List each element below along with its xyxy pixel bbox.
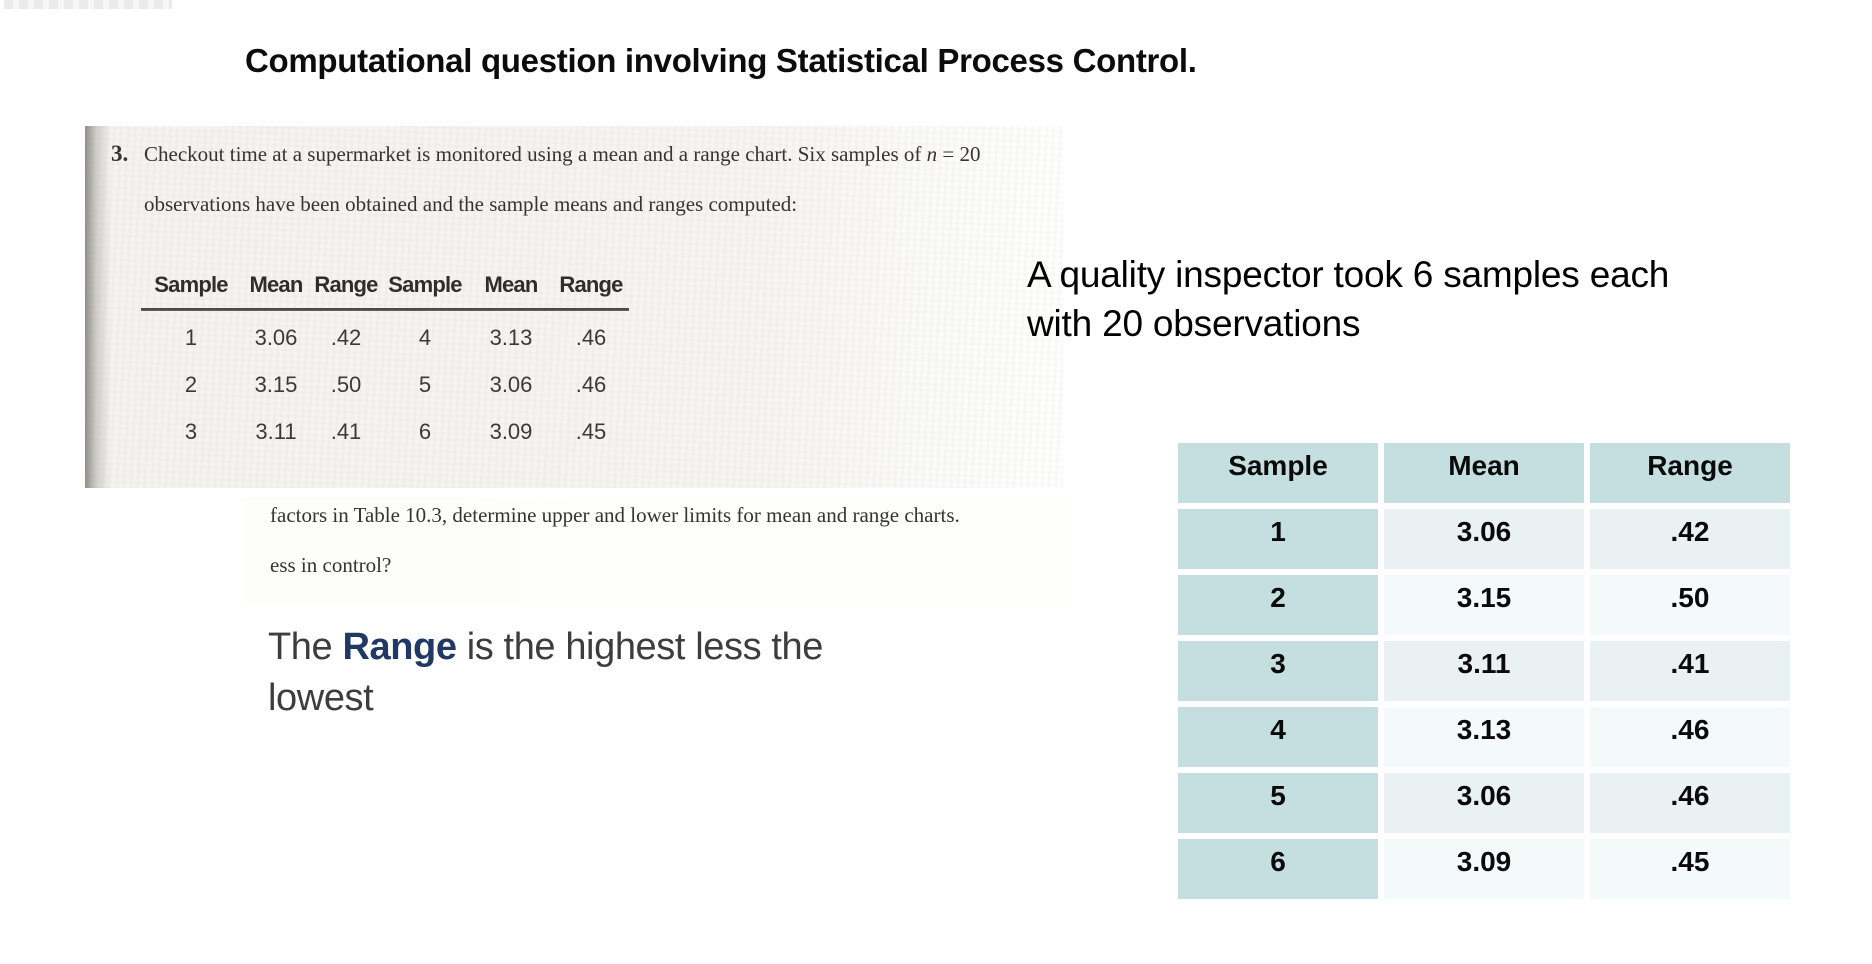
question-number: 3. (111, 141, 129, 166)
continuation-line2: ess in control? (270, 553, 392, 577)
samples-table-cell: .46 (1590, 707, 1790, 767)
samples-table-cell: 3.09 (1384, 839, 1584, 899)
scanned-samples-table: Sample Mean Range Sample Mean Range 1 3.… (141, 272, 629, 466)
question-line1-text: Checkout time at a supermarket is monito… (144, 142, 927, 166)
question-line1: Checkout time at a supermarket is monito… (144, 142, 980, 167)
inspector-note-line2: with 20 observations (1027, 303, 1361, 344)
samples-table-cell: 3.11 (1384, 641, 1584, 701)
scan-cell: 3 (184, 419, 198, 444)
scan-cell: .45 (575, 419, 607, 444)
scan-cell: 5 (418, 372, 432, 397)
samples-table-cell: .46 (1590, 773, 1790, 833)
range-note-text: is the highest less the (456, 626, 824, 668)
scan-cell: .50 (330, 372, 362, 397)
samples-table-cell: 3.15 (1384, 575, 1584, 635)
slide-title: Computational question involving Statist… (245, 42, 1197, 79)
samples-table-cell: 1 (1178, 509, 1378, 569)
samples-table-cell: 3.06 (1384, 509, 1584, 569)
textbook-scan-continued: factors in Table 10.3, determine upper a… (242, 497, 1070, 605)
samples-table-header: Sample (1178, 443, 1378, 503)
scan-cell: 3.06 (489, 372, 533, 397)
scan-col-header: Range (314, 272, 378, 297)
range-note-line2: lowest (268, 677, 374, 719)
scan-cell: .41 (330, 419, 362, 444)
samples-table-cell: .41 (1590, 641, 1790, 701)
scan-cell: 1 (184, 325, 198, 350)
question-line2: observations have been obtained and the … (144, 192, 798, 216)
scan-cell: 2 (184, 372, 198, 397)
samples-table-header: Range (1590, 443, 1790, 503)
scan-col-header: Sample (154, 272, 228, 297)
samples-table-cell: 4 (1178, 707, 1378, 767)
question-line1-value: = 20 (937, 142, 981, 166)
samples-table-cell: 3 (1178, 641, 1378, 701)
scan-edge-shadow (85, 126, 111, 488)
samples-table-cell: 5 (1178, 773, 1378, 833)
range-note-line1: The Range is the highest less the (268, 622, 823, 673)
samples-table-cell: 6 (1178, 839, 1378, 899)
range-note-text: The (268, 626, 343, 668)
scan-cell: 3.06 (254, 325, 298, 350)
scan-col-header: Mean (249, 272, 303, 297)
textbook-scan: 3. Checkout time at a supermarket is mon… (85, 126, 1063, 488)
inspector-note: A quality inspector took 6 samples each … (1027, 250, 1669, 348)
samples-table-cell: 3.06 (1384, 773, 1584, 833)
cropped-text-artifact (4, 0, 172, 9)
scan-cell: 3.13 (489, 325, 533, 350)
range-note: The Range is the highest less the lowest (268, 622, 823, 724)
scan-cell: 6 (418, 419, 432, 444)
question-line1-variable-n: n (926, 142, 938, 166)
scan-col-header: Mean (484, 272, 538, 297)
samples-table-cell: .42 (1590, 509, 1790, 569)
samples-table-header: Mean (1384, 443, 1584, 503)
samples-table-cell: .45 (1590, 839, 1790, 899)
scan-col-header: Range (559, 272, 623, 297)
scan-table-rule (141, 308, 629, 311)
scan-cell: .46 (575, 372, 607, 397)
range-note-bold-term: Range (342, 626, 457, 668)
scan-cell: .46 (575, 325, 607, 350)
scan-cell: 3.15 (254, 372, 298, 397)
scan-cell: 4 (418, 325, 432, 350)
scan-cell: .42 (330, 325, 362, 350)
samples-table: Sample Mean Range 1 3.06 .42 2 3.15 .50 … (1178, 443, 1790, 899)
scan-col-header: Sample (388, 272, 462, 297)
inspector-note-line1: A quality inspector took 6 samples each (1027, 254, 1670, 295)
continuation-line1: factors in Table 10.3, determine upper a… (270, 503, 960, 527)
scan-cell: 3.09 (489, 419, 533, 444)
samples-table-cell: 3.13 (1384, 707, 1584, 767)
samples-table-cell: 2 (1178, 575, 1378, 635)
scan-cell: 3.11 (255, 419, 297, 444)
samples-table-cell: .50 (1590, 575, 1790, 635)
